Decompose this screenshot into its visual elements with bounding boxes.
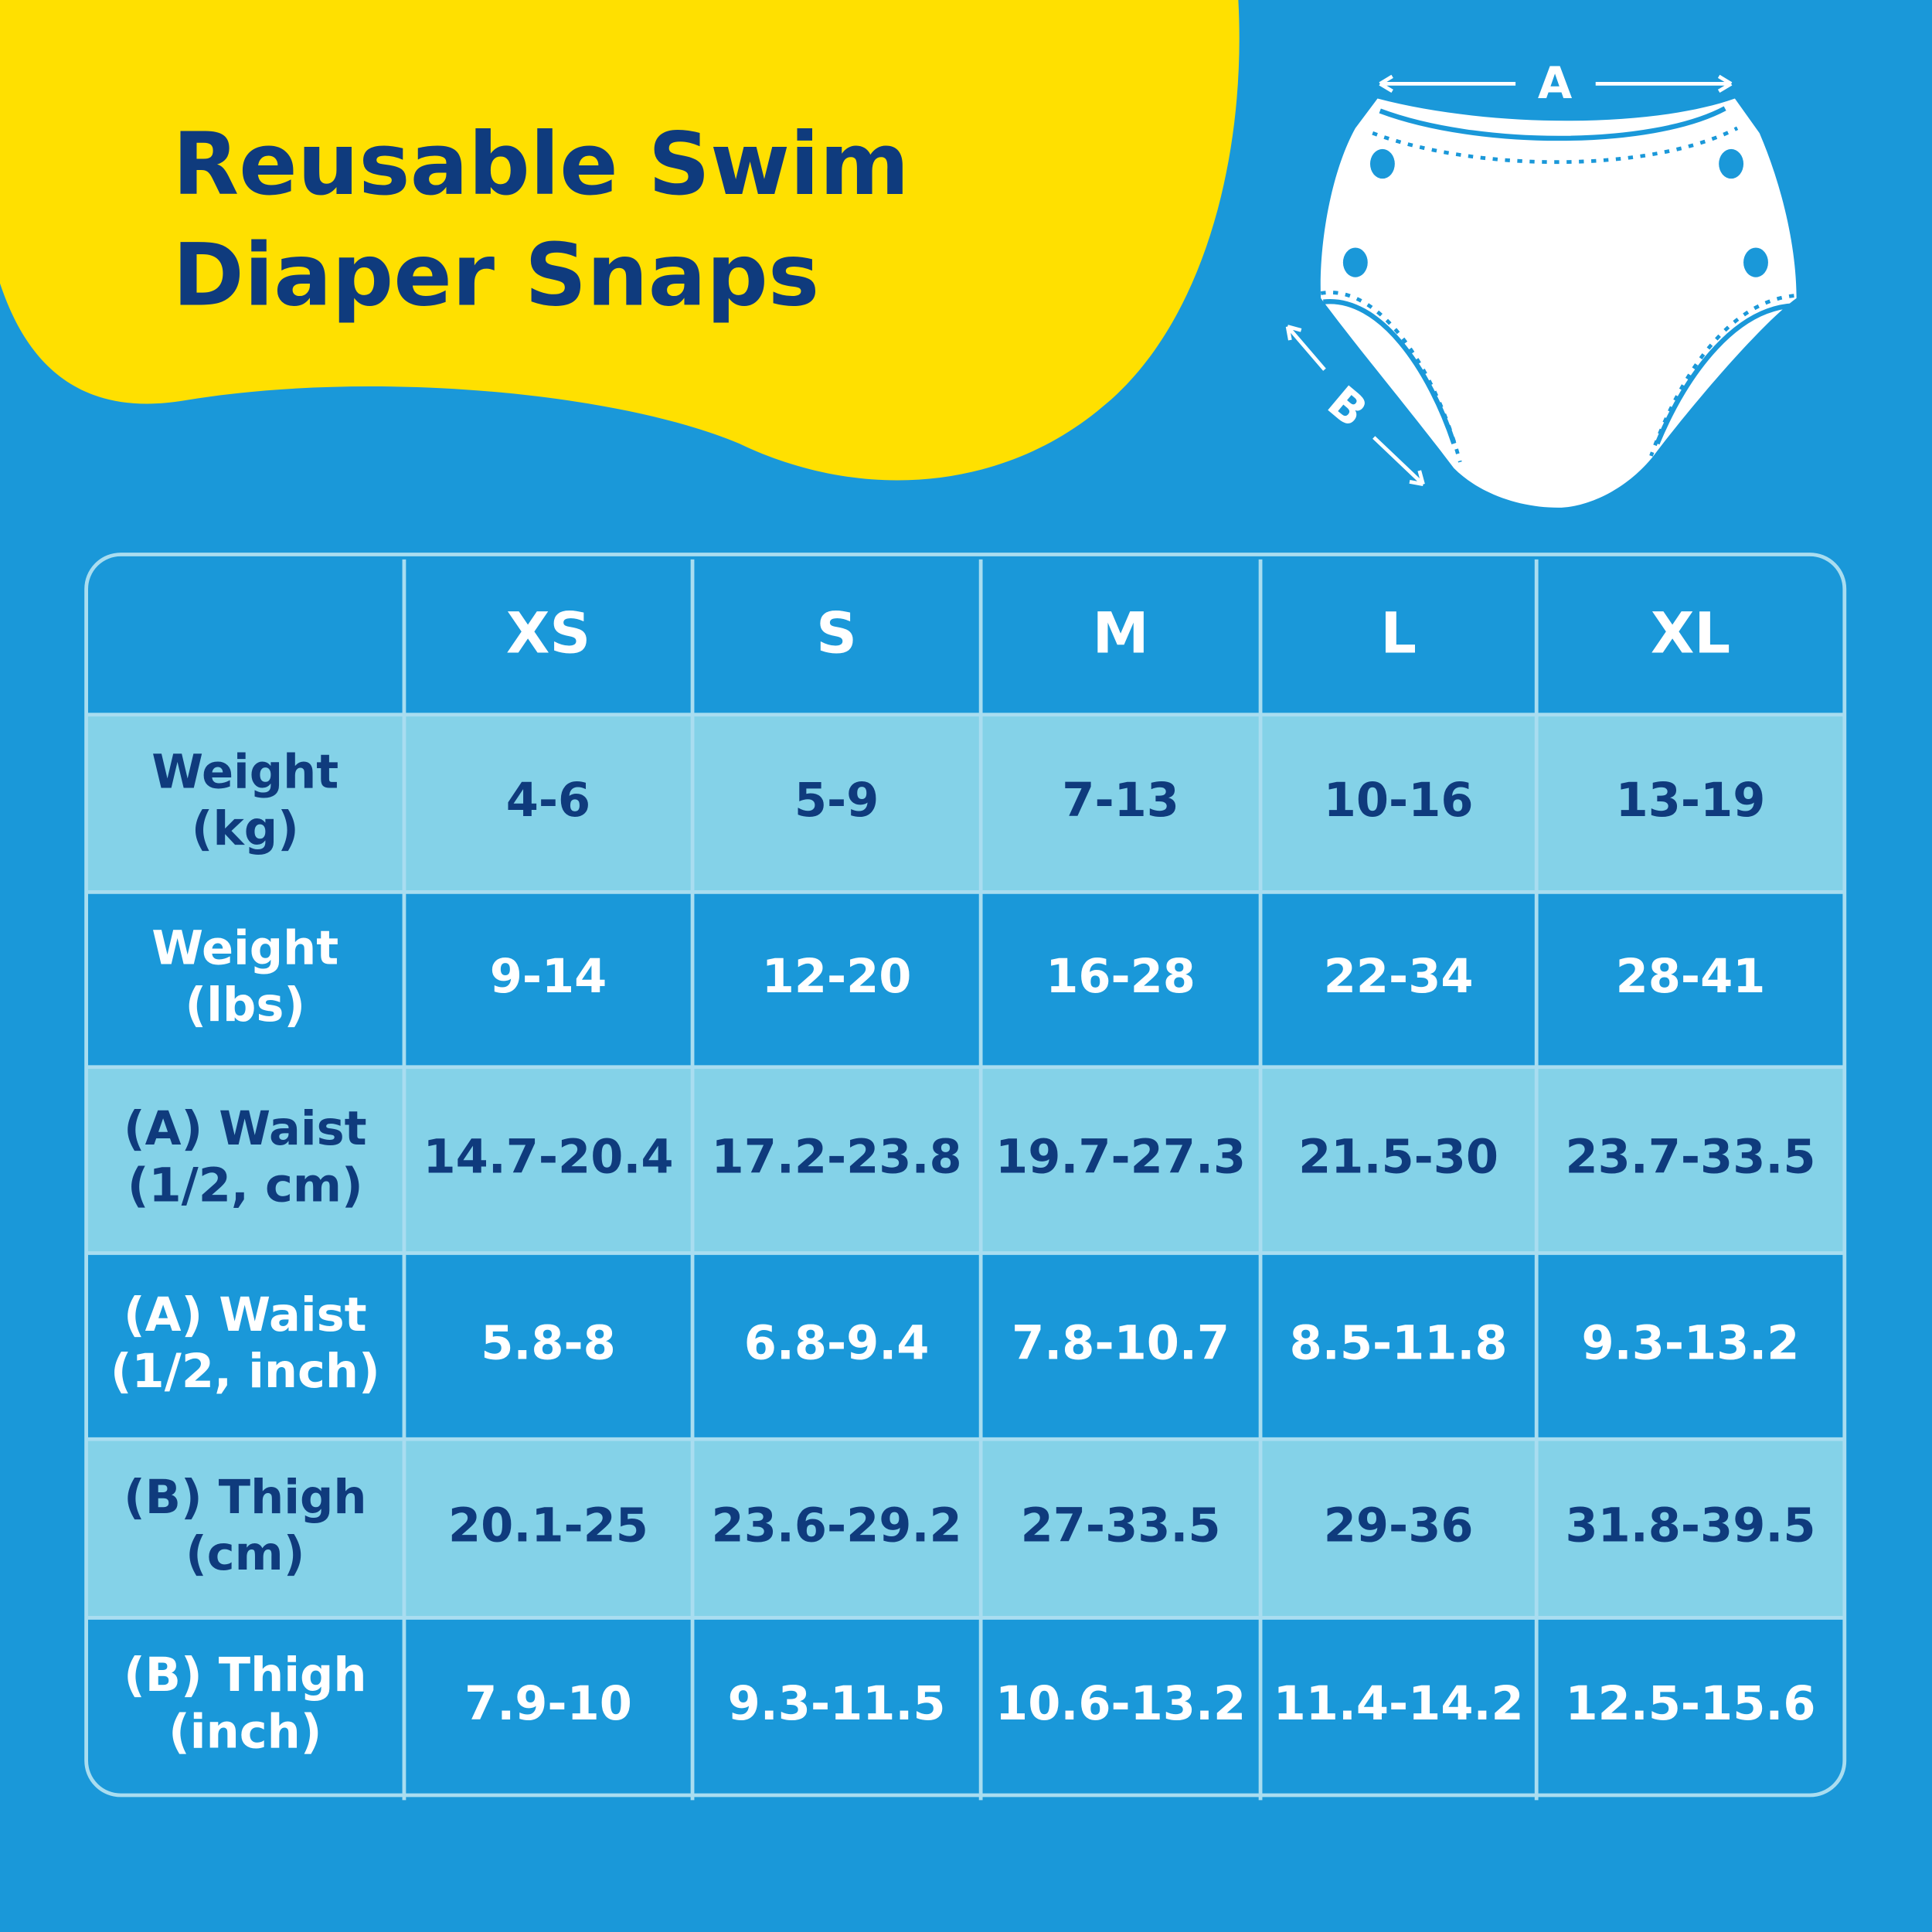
row-label: (B) Thigh	[124, 1648, 366, 1702]
title-line: Reusable Swim	[172, 114, 909, 215]
row-background	[86, 1439, 1845, 1618]
cell-value: 5.8-8	[481, 1316, 616, 1370]
row-label: (kg)	[192, 802, 299, 856]
row-background	[86, 714, 1845, 893]
row-background	[86, 1253, 1845, 1440]
column-header: L	[1380, 600, 1417, 666]
row-background	[86, 892, 1845, 1067]
cell-value: 21.5-30	[1298, 1131, 1498, 1185]
row-label: (A) Waist	[124, 1288, 367, 1342]
cell-value: 16-28	[1046, 950, 1196, 1004]
title-line: Diaper Snaps	[172, 225, 819, 325]
label-a: A	[1538, 57, 1573, 109]
cell-value: 10.6-13.2	[995, 1677, 1246, 1731]
column-header: S	[816, 600, 857, 666]
cell-value: 31.8-39.5	[1565, 1498, 1815, 1553]
snap	[1719, 148, 1744, 179]
cell-value: 10-16	[1324, 774, 1474, 828]
row-label: (B) Thigh	[124, 1471, 366, 1525]
cell-value: 7.8-10.7	[1012, 1316, 1230, 1370]
table-border	[84, 553, 1847, 1798]
column-header: XL	[1651, 600, 1730, 666]
cell-value: 4-6	[506, 774, 590, 828]
row-label: (inch)	[168, 1705, 321, 1759]
cell-value: 28-41	[1616, 950, 1766, 1004]
cell-value: 5-9	[794, 774, 879, 828]
cell-value: 20.1-25	[448, 1498, 648, 1553]
cell-value: 27-33.5	[1021, 1498, 1221, 1553]
cell-value: 9-14	[490, 950, 607, 1004]
cell-value: 6.8-9.4	[744, 1316, 930, 1370]
row-label: (1/2, inch)	[111, 1345, 380, 1399]
row-label: (1/2, cm)	[128, 1158, 363, 1213]
yellow-blob	[0, 0, 1240, 481]
cell-value: 19.7-27.3	[995, 1131, 1246, 1185]
stitch	[1372, 126, 1739, 165]
row-label: (cm)	[185, 1527, 304, 1581]
cell-value: 14.7-20.4	[423, 1131, 673, 1185]
arrow-a	[1379, 74, 1733, 94]
cell-value: 23.6-29.2	[712, 1498, 962, 1553]
cell-value: 9.3-11.5	[728, 1677, 946, 1731]
arrow-b	[1285, 325, 1425, 486]
cell-value: 9.3-13.2	[1582, 1316, 1800, 1370]
cell-value: 7.9-10	[464, 1677, 632, 1731]
snap	[1743, 247, 1768, 277]
column-header: XS	[506, 600, 590, 666]
cell-value: 22-34	[1324, 950, 1474, 1004]
cell-value: 12-20	[762, 950, 912, 1004]
row-label: Weight	[151, 745, 338, 799]
cell-value: 23.7-33.5	[1565, 1131, 1815, 1185]
cell-value: 7-13	[1062, 774, 1179, 828]
cell-value: 17.2-23.8	[712, 1131, 962, 1185]
waistband	[1379, 106, 1726, 141]
snap	[1369, 148, 1395, 179]
cell-value: 29-36	[1324, 1498, 1474, 1553]
column-header: M	[1093, 600, 1149, 666]
row-background	[86, 1066, 1845, 1253]
snap	[1342, 247, 1368, 277]
cell-value: 12.5-15.6	[1565, 1677, 1815, 1731]
row-label: (lbs)	[185, 978, 306, 1032]
stitch	[1320, 291, 1794, 463]
row-label: (A) Waist	[124, 1102, 367, 1156]
cell-value: 11.4-14.2	[1274, 1677, 1524, 1731]
row-label: Weight	[151, 921, 338, 975]
cell-value: 13-19	[1616, 774, 1766, 828]
cell-value: 8.5-11.8	[1290, 1316, 1508, 1370]
row-background	[86, 1617, 1845, 1796]
